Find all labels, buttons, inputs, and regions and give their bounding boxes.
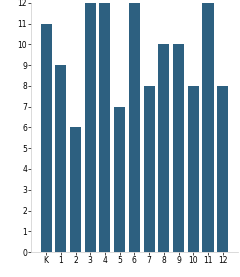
Bar (129, 3, 140, 252)
Bar (99, 3, 110, 252)
Bar (203, 3, 214, 252)
Bar (70, 127, 81, 252)
Bar (158, 44, 169, 252)
Bar (173, 44, 184, 252)
Bar (144, 86, 155, 252)
Bar (114, 107, 125, 252)
Bar (85, 3, 96, 252)
Bar (217, 86, 228, 252)
Bar (41, 24, 52, 252)
Bar (55, 65, 66, 252)
Bar (188, 86, 199, 252)
